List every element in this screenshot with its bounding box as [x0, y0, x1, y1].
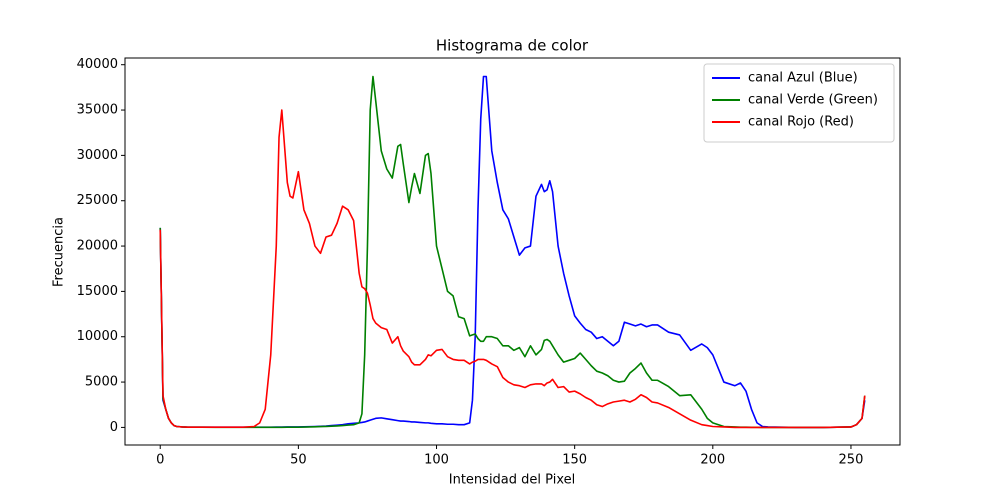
y-tick-label: 20000: [77, 239, 118, 254]
legend-box: [703, 63, 895, 143]
series-line: [159, 109, 866, 429]
plot-frame: [124, 57, 901, 446]
y-tick-label: 0: [110, 420, 118, 435]
y-tick-label: 30000: [77, 148, 118, 163]
y-tick-label: 35000: [77, 103, 118, 118]
y-tick-label: 10000: [77, 329, 118, 344]
x-tick-label: 150: [562, 453, 587, 468]
legend-label: canal Azul (Blue): [748, 71, 858, 86]
legend-label: canal Verde (Green): [748, 93, 878, 108]
x-tick-label: 50: [290, 453, 307, 468]
x-tick-label: 100: [424, 453, 449, 468]
y-axis-label: Frecuencia: [52, 217, 67, 287]
legend: canal Azul (Blue) canal Verde (Green) cana…: [703, 63, 895, 143]
series-line: [159, 75, 866, 429]
y-tick-label: 5000: [85, 375, 118, 390]
legend-label: canal Rojo (Red): [748, 115, 854, 130]
x-tick-label: 250: [839, 453, 864, 468]
y-tick-label: 25000: [77, 193, 118, 208]
y-tick-label: 15000: [77, 284, 118, 299]
x-tick-label: 200: [700, 453, 725, 468]
x-tick-label: 0: [156, 453, 164, 468]
x-axis-label: Intensidad del Pixel: [449, 473, 575, 488]
chart-title: Histograma de color: [436, 37, 589, 55]
y-tick-label: 40000: [77, 57, 118, 72]
